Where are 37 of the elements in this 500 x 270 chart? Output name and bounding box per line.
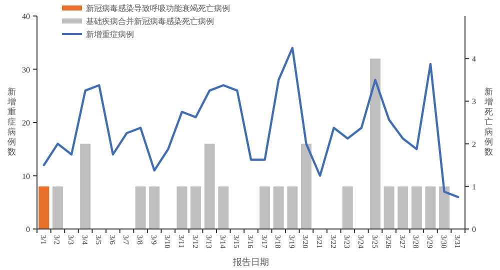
bar: [176, 186, 188, 229]
bar: [218, 186, 229, 229]
bar: [425, 186, 436, 229]
bar: [52, 186, 63, 229]
bar: [204, 144, 215, 229]
bar: [439, 186, 450, 229]
bar: [38, 186, 50, 229]
y-tick-label: 20: [22, 118, 30, 128]
bar: [80, 144, 91, 229]
bar: [287, 186, 298, 229]
y2-axis-title: 新增死亡病例数: [484, 86, 494, 158]
bar: [135, 186, 146, 229]
bar: [370, 58, 381, 229]
y-tick-label: 0: [26, 225, 30, 234]
y2-tick-label: 4: [472, 54, 476, 64]
bar: [149, 186, 160, 229]
bar: [342, 186, 353, 229]
y2-tick-label: 2: [472, 140, 476, 149]
bar: [411, 186, 422, 229]
bar: [398, 186, 408, 229]
bar: [190, 186, 202, 229]
y-tick-label: 10: [22, 172, 30, 181]
legend-label: 新冠病毒感染导致呼吸功能衰竭死亡病例: [86, 4, 230, 13]
legend-label: 基础疾病合并新冠病毒感染死亡病例: [86, 17, 214, 26]
legend-label: 新增重症病例: [86, 30, 134, 39]
y-axis-title: 新增重症病例数: [6, 86, 16, 158]
line-series: [42, 46, 460, 198]
x-axis-title: 报告日期: [232, 257, 269, 268]
bar: [300, 144, 312, 229]
bar: [273, 186, 284, 229]
y-tick-label: 40: [22, 12, 30, 21]
y2-tick-label: 3: [472, 97, 476, 106]
bar: [384, 186, 394, 229]
y2-tick-label: 0: [472, 225, 476, 234]
y-tick-label: 30: [22, 65, 30, 74]
y2-tick-label: 1: [472, 182, 476, 192]
bar: [260, 186, 270, 229]
